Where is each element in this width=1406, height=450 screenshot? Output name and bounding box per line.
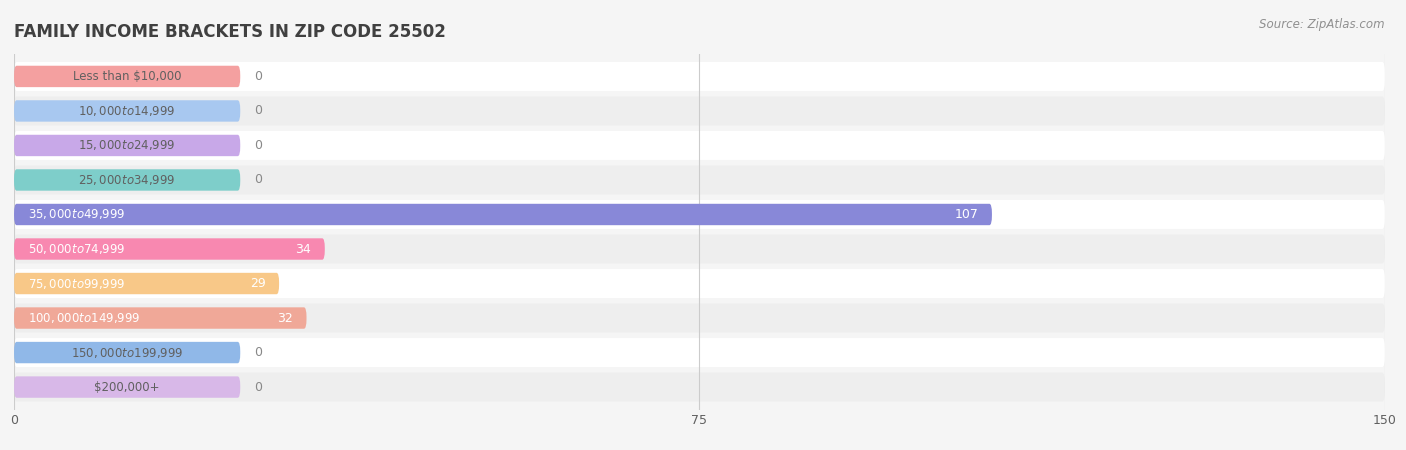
FancyBboxPatch shape bbox=[14, 304, 1385, 333]
FancyBboxPatch shape bbox=[14, 100, 240, 122]
Text: 0: 0 bbox=[254, 139, 262, 152]
Text: $15,000 to $24,999: $15,000 to $24,999 bbox=[79, 139, 176, 153]
FancyBboxPatch shape bbox=[14, 269, 1385, 298]
FancyBboxPatch shape bbox=[14, 342, 240, 363]
FancyBboxPatch shape bbox=[14, 169, 240, 191]
Text: $35,000 to $49,999: $35,000 to $49,999 bbox=[28, 207, 125, 221]
Text: 0: 0 bbox=[254, 70, 262, 83]
FancyBboxPatch shape bbox=[14, 307, 307, 329]
FancyBboxPatch shape bbox=[14, 131, 1385, 160]
Text: 0: 0 bbox=[254, 104, 262, 117]
FancyBboxPatch shape bbox=[14, 234, 1385, 264]
FancyBboxPatch shape bbox=[14, 338, 1385, 367]
Text: 0: 0 bbox=[254, 381, 262, 394]
FancyBboxPatch shape bbox=[14, 96, 1385, 126]
FancyBboxPatch shape bbox=[14, 273, 278, 294]
Text: 107: 107 bbox=[955, 208, 979, 221]
Text: $75,000 to $99,999: $75,000 to $99,999 bbox=[28, 276, 125, 291]
FancyBboxPatch shape bbox=[14, 62, 1385, 91]
Text: 0: 0 bbox=[254, 174, 262, 186]
Text: 32: 32 bbox=[277, 311, 292, 324]
Text: 0: 0 bbox=[254, 346, 262, 359]
Text: $100,000 to $149,999: $100,000 to $149,999 bbox=[28, 311, 141, 325]
FancyBboxPatch shape bbox=[14, 66, 240, 87]
Text: $10,000 to $14,999: $10,000 to $14,999 bbox=[79, 104, 176, 118]
FancyBboxPatch shape bbox=[14, 166, 1385, 194]
FancyBboxPatch shape bbox=[14, 204, 993, 225]
Text: 34: 34 bbox=[295, 243, 311, 256]
FancyBboxPatch shape bbox=[14, 200, 1385, 229]
Text: $25,000 to $34,999: $25,000 to $34,999 bbox=[79, 173, 176, 187]
Text: $150,000 to $199,999: $150,000 to $199,999 bbox=[70, 346, 183, 360]
Text: FAMILY INCOME BRACKETS IN ZIP CODE 25502: FAMILY INCOME BRACKETS IN ZIP CODE 25502 bbox=[14, 23, 446, 41]
FancyBboxPatch shape bbox=[14, 373, 1385, 401]
Text: Less than $10,000: Less than $10,000 bbox=[73, 70, 181, 83]
Text: $50,000 to $74,999: $50,000 to $74,999 bbox=[28, 242, 125, 256]
Text: Source: ZipAtlas.com: Source: ZipAtlas.com bbox=[1260, 18, 1385, 31]
FancyBboxPatch shape bbox=[14, 135, 240, 156]
FancyBboxPatch shape bbox=[14, 238, 325, 260]
FancyBboxPatch shape bbox=[14, 376, 240, 398]
Text: 29: 29 bbox=[250, 277, 266, 290]
Text: $200,000+: $200,000+ bbox=[94, 381, 160, 394]
